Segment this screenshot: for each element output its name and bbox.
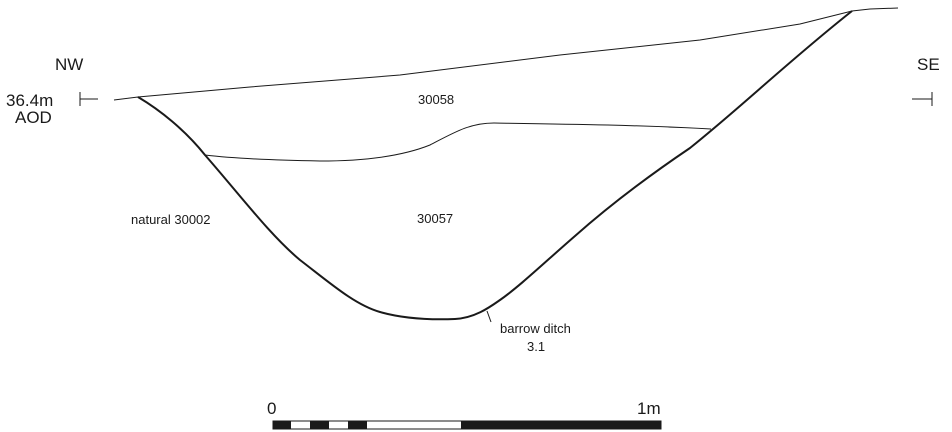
fill-interface-line [204, 122, 712, 162]
right-datum-marker [912, 92, 933, 106]
feature-leader-line [486, 310, 492, 323]
scale-segment-2 [310, 421, 329, 429]
scale-segment-1 [273, 421, 291, 429]
se-orientation-label: SE [917, 55, 940, 74]
scale-end-label: 1m [637, 399, 661, 418]
datum-level-label: 36.4m [6, 91, 53, 110]
upper-fill-label: 30058 [418, 92, 454, 107]
ditch-cut-profile [137, 10, 853, 321]
scale-start-label: 0 [267, 399, 276, 418]
nw-orientation-label: NW [55, 55, 83, 74]
feature-number-label: 3.1 [527, 339, 545, 354]
scale-segment-3 [348, 421, 367, 429]
feature-name-label: barrow ditch [500, 321, 571, 336]
natural-label: natural 30002 [131, 212, 211, 227]
scale-segment-4 [461, 421, 661, 429]
scale-bar [272, 420, 662, 430]
lower-fill-label: 30057 [417, 211, 453, 226]
ground-surface-line [113, 7, 899, 101]
datum-unit-label: AOD [15, 108, 52, 127]
left-datum-marker [79, 92, 98, 106]
